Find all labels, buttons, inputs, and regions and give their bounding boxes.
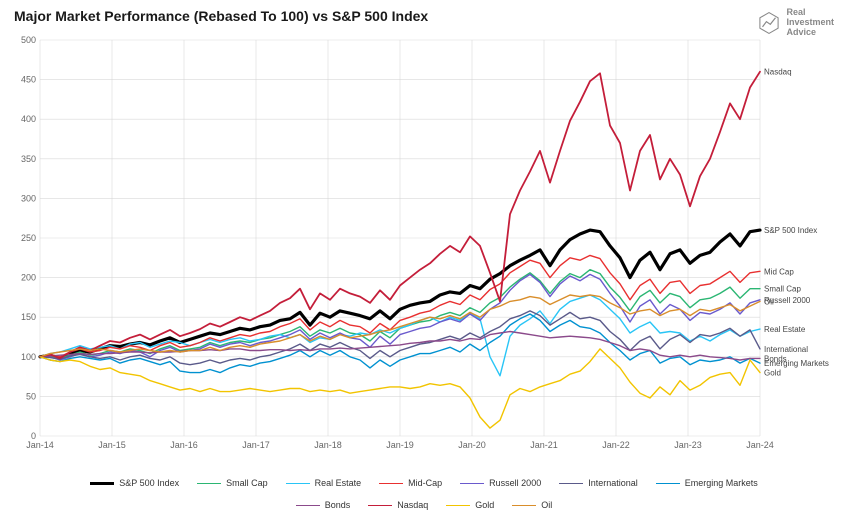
legend-item: Russell 2000: [460, 478, 541, 488]
svg-text:400: 400: [21, 114, 36, 124]
brand-logo-icon: [756, 10, 782, 36]
series-label: International: [764, 345, 808, 354]
svg-text:50: 50: [26, 391, 36, 401]
svg-text:Jan-21: Jan-21: [530, 440, 558, 450]
svg-text:500: 500: [21, 35, 36, 45]
svg-text:250: 250: [21, 233, 36, 243]
legend-item: Real Estate: [286, 478, 362, 488]
legend-item: Emerging Markets: [656, 478, 758, 488]
svg-text:Jan-22: Jan-22: [602, 440, 630, 450]
chart-title: Major Market Performance (Rebased To 100…: [14, 8, 428, 24]
legend: S&P 500 Index Small Cap Real Estate Mid-Cap…: [14, 472, 834, 516]
legend-label: Gold: [475, 500, 494, 510]
legend-item: Bonds: [296, 500, 351, 510]
series-label: Nasdaq: [764, 68, 792, 77]
svg-text:Jan-23: Jan-23: [674, 440, 702, 450]
legend-item: S&P 500 Index: [90, 478, 179, 488]
legend-item: Mid-Cap: [379, 478, 442, 488]
legend-label: Small Cap: [226, 478, 268, 488]
svg-text:Jan-17: Jan-17: [242, 440, 270, 450]
svg-text:Jan-24: Jan-24: [746, 440, 774, 450]
legend-swatch: [446, 505, 470, 506]
svg-text:Jan-18: Jan-18: [314, 440, 342, 450]
legend-label: International: [588, 478, 638, 488]
svg-text:Jan-19: Jan-19: [386, 440, 414, 450]
svg-text:100: 100: [21, 352, 36, 362]
legend-swatch: [379, 483, 403, 484]
legend-label: Mid-Cap: [408, 478, 442, 488]
legend-swatch: [197, 483, 221, 484]
legend-swatch: [368, 505, 392, 506]
legend-label: Emerging Markets: [685, 478, 758, 488]
series-label: S&P 500 Index: [764, 226, 817, 235]
series-label: Bonds: [764, 354, 787, 363]
legend-swatch: [559, 483, 583, 484]
legend-swatch: [296, 505, 320, 506]
plot-area: 050100150200250300350400450500Jan-14Jan-…: [14, 34, 834, 456]
legend-label: Nasdaq: [397, 500, 428, 510]
series-label: Small Cap: [764, 285, 801, 294]
chart-container: Major Market Performance (Rebased To 100…: [0, 0, 848, 530]
legend-label: Oil: [541, 500, 552, 510]
svg-text:Jan-20: Jan-20: [458, 440, 486, 450]
legend-item: Oil: [512, 500, 552, 510]
legend-swatch: [656, 483, 680, 484]
legend-swatch: [90, 482, 114, 485]
legend-label: Real Estate: [315, 478, 362, 488]
svg-text:Jan-16: Jan-16: [170, 440, 198, 450]
legend-item: International: [559, 478, 638, 488]
legend-swatch: [286, 483, 310, 484]
svg-text:300: 300: [21, 193, 36, 203]
svg-text:Jan-14: Jan-14: [26, 440, 54, 450]
svg-text:450: 450: [21, 75, 36, 85]
legend-swatch: [512, 505, 536, 506]
series-label: Real Estate: [764, 325, 806, 334]
svg-text:350: 350: [21, 154, 36, 164]
svg-text:200: 200: [21, 273, 36, 283]
svg-text:Jan-15: Jan-15: [98, 440, 126, 450]
legend-label: S&P 500 Index: [119, 478, 179, 488]
legend-item: Nasdaq: [368, 500, 428, 510]
legend-item: Small Cap: [197, 478, 268, 488]
legend-swatch: [460, 483, 484, 484]
legend-label: Bonds: [325, 500, 351, 510]
series-label: Mid Cap: [764, 267, 794, 276]
plot-svg: 050100150200250300350400450500Jan-14Jan-…: [14, 34, 834, 456]
legend-label: Russell 2000: [489, 478, 541, 488]
series-label: Gold: [764, 369, 781, 378]
legend-item: Gold: [446, 500, 494, 510]
svg-text:150: 150: [21, 312, 36, 322]
series-label: Oil: [764, 297, 774, 306]
